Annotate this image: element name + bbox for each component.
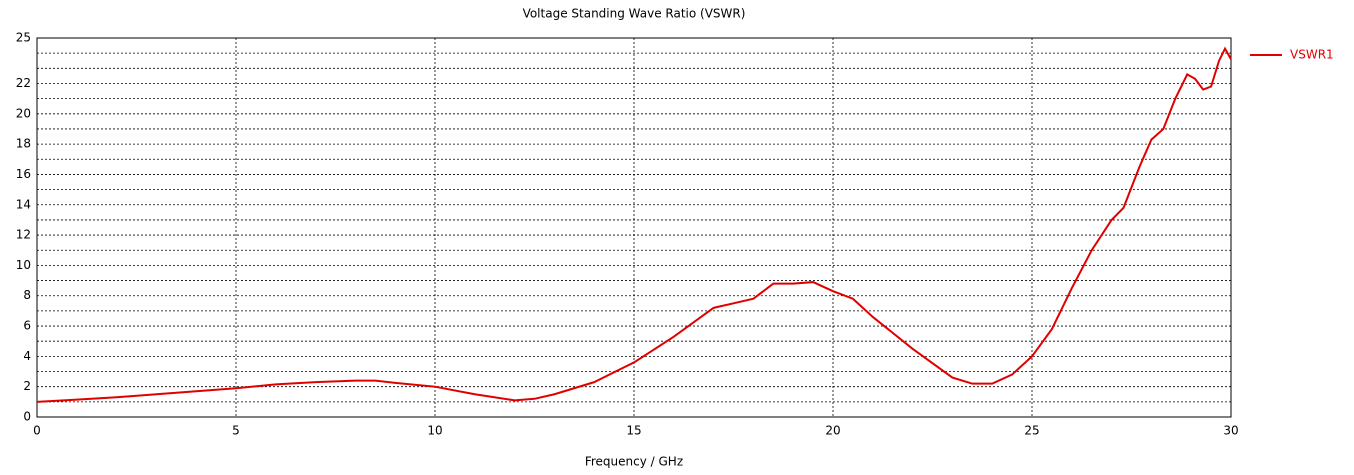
- x-tick-label: 20: [825, 424, 840, 438]
- x-tick-label: 30: [1223, 424, 1238, 438]
- x-axis-label: Frequency / GHz: [585, 455, 683, 469]
- y-tick-label: 14: [16, 197, 31, 211]
- y-tick-label: 18: [16, 137, 31, 151]
- y-tick-label: 8: [23, 288, 31, 302]
- y-tick-label: 22: [16, 76, 31, 90]
- x-tick-label: 10: [427, 424, 442, 438]
- y-tick-label: 20: [16, 106, 31, 120]
- y-tick-label: 25: [16, 31, 31, 45]
- x-tick-label: 5: [232, 424, 240, 438]
- y-tick-label: 12: [16, 228, 31, 242]
- data-line: [36, 46, 1232, 403]
- y-tick-label: 2: [23, 379, 31, 393]
- x-tick-label: 15: [626, 424, 641, 438]
- y-tick-label: 4: [23, 349, 31, 363]
- y-tick-label: 10: [16, 258, 31, 272]
- y-tick-label: 0: [23, 410, 31, 424]
- x-tick-label: 25: [1024, 424, 1039, 438]
- y-tick-label: 16: [16, 167, 31, 181]
- x-tick-label: 0: [33, 424, 41, 438]
- legend-label: VSWR1: [1290, 48, 1334, 62]
- y-tick-label: 6: [23, 319, 31, 333]
- chart-title: Voltage Standing Wave Ratio (VSWR): [523, 7, 746, 21]
